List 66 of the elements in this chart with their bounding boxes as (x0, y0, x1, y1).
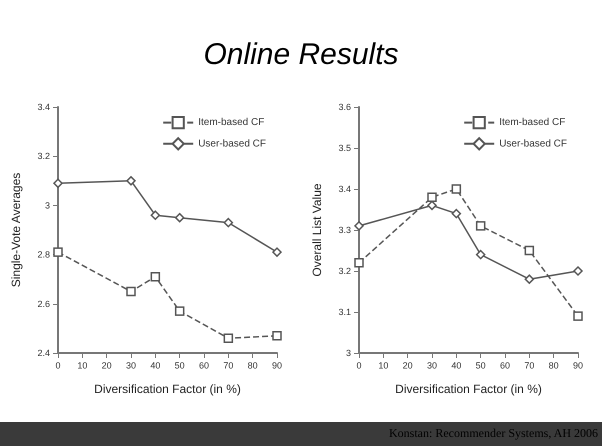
y-tick-label: 3.3 (338, 225, 351, 235)
legend-label: Item-based CF (198, 117, 264, 128)
x-axis-title: Diversification Factor (in %) (94, 382, 241, 396)
x-tick-label: 60 (198, 360, 210, 370)
y-tick-label: 3.1 (338, 307, 351, 317)
x-tick-label: 60 (500, 360, 510, 370)
y-tick-label: 3.4 (338, 184, 351, 194)
x-tick-label: 20 (102, 360, 112, 370)
point (452, 208, 462, 218)
y-tick-label: 3 (44, 200, 50, 210)
y-tick-label: 3.5 (338, 143, 351, 153)
point (174, 306, 184, 316)
point (224, 333, 234, 343)
point (174, 212, 184, 222)
legend-label: User-based CF (499, 138, 568, 150)
x-tick-label: 20 (402, 360, 413, 370)
y-tick-label: 2.8 (37, 250, 50, 260)
point (427, 200, 437, 210)
x-tick-label: 90 (272, 360, 282, 370)
point (573, 311, 583, 321)
x-tick-label: 0 (356, 360, 362, 370)
x-tick-label: 50 (476, 360, 486, 370)
point (126, 176, 136, 186)
point (126, 286, 136, 296)
point (427, 192, 437, 202)
point (272, 247, 282, 257)
x-tick-label: 40 (451, 360, 462, 370)
y-tick-label: 3.6 (338, 102, 351, 112)
point (476, 221, 486, 231)
y-tick-label: 3.2 (37, 151, 50, 162)
point (524, 246, 534, 256)
text: Konstan: Recommender Systems, AH 2006 (389, 426, 598, 441)
x-tick-label: 30 (126, 360, 136, 370)
point (224, 218, 234, 228)
x-axis-title: Diversification Factor (in %) (395, 382, 542, 396)
point (524, 274, 534, 284)
x-tick-label: 10 (77, 360, 88, 370)
point (53, 247, 63, 257)
y-axis-title: Overall List Value (310, 183, 324, 277)
point (150, 272, 160, 282)
y-tick-label: 3.4 (37, 102, 50, 112)
x-tick-label: 30 (426, 360, 438, 370)
y-tick-label: 2.6 (37, 298, 50, 309)
point (354, 221, 364, 231)
y-tick-label: 3 (346, 348, 351, 358)
y-tick-label: 2.4 (37, 348, 50, 358)
x-tick-label: 90 (572, 360, 584, 370)
point (53, 178, 63, 188)
legend-label: Item-based CF (499, 117, 566, 128)
x-tick-label: 10 (378, 360, 388, 370)
x-tick-label: 0 (55, 360, 61, 370)
x-tick-label: 80 (248, 360, 258, 370)
x-tick-label: 40 (150, 360, 160, 370)
point (452, 184, 462, 194)
legend-label: User-based CF (198, 138, 266, 150)
y-tick-label: 3.2 (338, 266, 351, 276)
x-tick-label: 80 (548, 360, 559, 370)
point (354, 258, 364, 268)
point (476, 250, 486, 260)
x-tick-label: 70 (223, 360, 234, 370)
chart-title: Online Results (202, 38, 400, 72)
x-tick-label: 50 (174, 360, 185, 370)
x-tick-label: 70 (524, 360, 534, 370)
point (272, 331, 282, 341)
y-axis-title: Single-Vote Averages (9, 172, 23, 288)
point (150, 210, 160, 220)
